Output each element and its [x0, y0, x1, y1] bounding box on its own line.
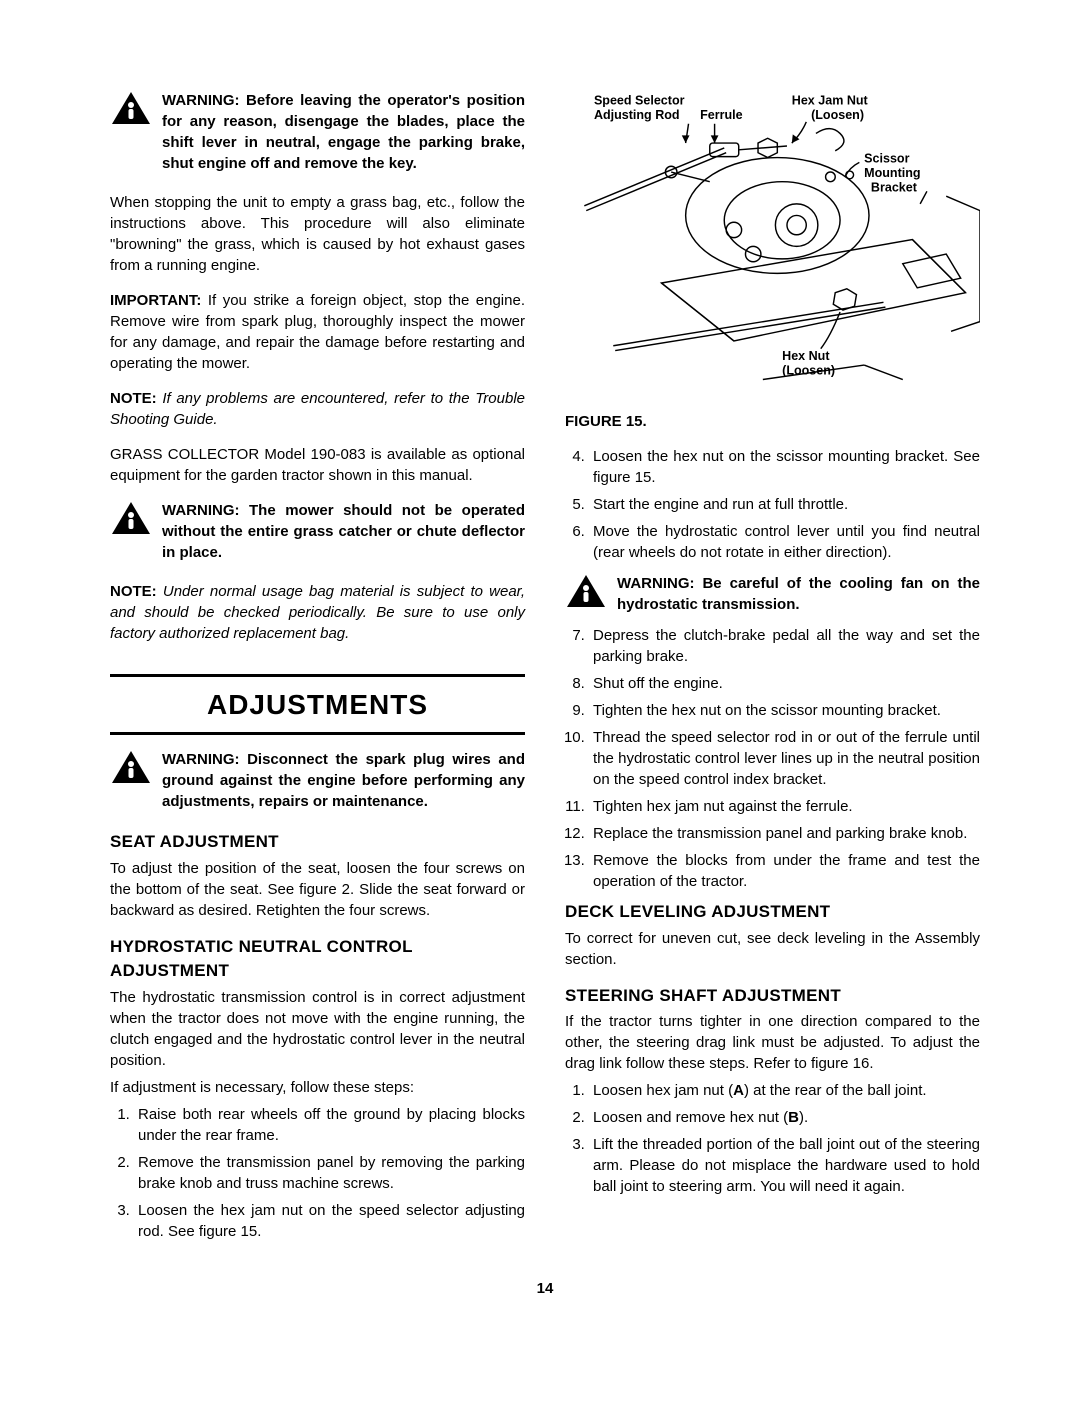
- hydro-step: Start the engine and run at full throttl…: [589, 494, 980, 515]
- warning-text-3: WARNING: Disconnect the spark plug wires…: [162, 749, 525, 812]
- warning-block-3: WARNING: Disconnect the spark plug wires…: [110, 749, 525, 812]
- figure-15-caption: FIGURE 15.: [565, 411, 980, 432]
- hydro-steps-2: Loosen the hex nut on the scissor mounti…: [565, 446, 980, 563]
- note-text-2: Under normal usage bag material is subje…: [110, 583, 525, 642]
- hydro-step: Raise both rear wheels off the ground by…: [134, 1104, 525, 1146]
- hydro-step: Remove the blocks from under the frame a…: [589, 850, 980, 892]
- paragraph-hydro2: If adjustment is necessary, follow these…: [110, 1077, 525, 1098]
- label-loosen1: (Loosen): [811, 108, 864, 122]
- label-hex-nut: Hex Nut: [782, 349, 830, 363]
- subsection-seat: SEAT ADJUSTMENT: [110, 830, 525, 854]
- subsection-deck: DECK LEVELING ADJUSTMENT: [565, 900, 980, 924]
- warning-icon: [110, 90, 152, 126]
- label-speed-selector: Speed Selector: [594, 93, 685, 107]
- paragraph-browning: When stopping the unit to empty a grass …: [110, 192, 525, 276]
- hydro-step: Replace the transmission panel and parki…: [589, 823, 980, 844]
- warning-block-4: WARNING: Be careful of the cooling fan o…: [565, 573, 980, 615]
- label-scissor: Scissor: [864, 151, 909, 165]
- paragraph-hydro: The hydrostatic transmission control is …: [110, 987, 525, 1071]
- hydro-steps-1: Raise both rear wheels off the ground by…: [110, 1104, 525, 1242]
- warning-text-1: WARNING: Before leaving the operator's p…: [162, 90, 525, 174]
- warning-icon: [110, 500, 152, 536]
- hydro-step: Tighten the hex nut on the scissor mount…: [589, 700, 980, 721]
- note-bagwear: NOTE: Under normal usage bag material is…: [110, 581, 525, 644]
- subsection-steer: STEERING SHAFT ADJUSTMENT: [565, 984, 980, 1008]
- paragraph-steer: If the tractor turns tighter in one dire…: [565, 1011, 980, 1074]
- label-bracket: Bracket: [871, 180, 918, 194]
- warning-text-2: WARNING: The mower should not be operate…: [162, 500, 525, 563]
- warning-icon: [565, 573, 607, 609]
- section-adjustments: ADJUSTMENTS: [110, 674, 525, 735]
- important-label: IMPORTANT:: [110, 292, 201, 309]
- hydro-step: Depress the clutch-brake pedal all the w…: [589, 625, 980, 667]
- hydro-step: Remove the transmission panel by removin…: [134, 1152, 525, 1194]
- warning-block-1: WARNING: Before leaving the operator's p…: [110, 90, 525, 174]
- page-number: 14: [110, 1278, 980, 1299]
- note-label-2: NOTE:: [110, 583, 157, 600]
- steer-step: Loosen and remove hex nut (B).: [589, 1107, 980, 1128]
- warning-block-2: WARNING: The mower should not be operate…: [110, 500, 525, 563]
- note-label-1: NOTE:: [110, 390, 157, 407]
- warning-text-4: WARNING: Be careful of the cooling fan o…: [617, 573, 980, 615]
- paragraph-seat: To adjust the position of the seat, loos…: [110, 858, 525, 921]
- paragraph-deck: To correct for uneven cut, see deck leve…: [565, 928, 980, 970]
- note-text-1: If any problems are encountered, refer t…: [110, 390, 525, 428]
- subsection-hydro: HYDROSTATIC NEUTRAL CONTROL ADJUSTMENT: [110, 935, 525, 983]
- hydro-step: Move the hydrostatic control lever until…: [589, 521, 980, 563]
- figure-15: Speed Selector Adjusting Rod Ferrule Hex…: [565, 90, 980, 432]
- hydro-step: Loosen the hex jam nut on the speed sele…: [134, 1200, 525, 1242]
- label-mounting: Mounting: [864, 166, 920, 180]
- steer-step: Loosen hex jam nut (A) at the rear of th…: [589, 1080, 980, 1101]
- label-adjusting-rod: Adjusting Rod: [594, 108, 680, 122]
- label-hex-jam-nut: Hex Jam Nut: [792, 93, 869, 107]
- hydro-step: Tighten hex jam nut against the ferrule.: [589, 796, 980, 817]
- hydro-step: Thread the speed selector rod in or out …: [589, 727, 980, 790]
- warning-icon: [110, 749, 152, 785]
- paragraph-collector: GRASS COLLECTOR Model 190-083 is availab…: [110, 444, 525, 486]
- steer-step: Lift the threaded portion of the ball jo…: [589, 1134, 980, 1197]
- hydro-step: Shut off the engine.: [589, 673, 980, 694]
- note-troubleshoot: NOTE: If any problems are encountered, r…: [110, 388, 525, 430]
- steer-steps: Loosen hex jam nut (A) at the rear of th…: [565, 1080, 980, 1197]
- figure-15-diagram: Speed Selector Adjusting Rod Ferrule Hex…: [565, 90, 980, 399]
- hydro-step: Loosen the hex nut on the scissor mounti…: [589, 446, 980, 488]
- paragraph-important: IMPORTANT: If you strike a foreign objec…: [110, 290, 525, 374]
- hydro-steps-3: Depress the clutch-brake pedal all the w…: [565, 625, 980, 892]
- label-ferrule: Ferrule: [700, 108, 743, 122]
